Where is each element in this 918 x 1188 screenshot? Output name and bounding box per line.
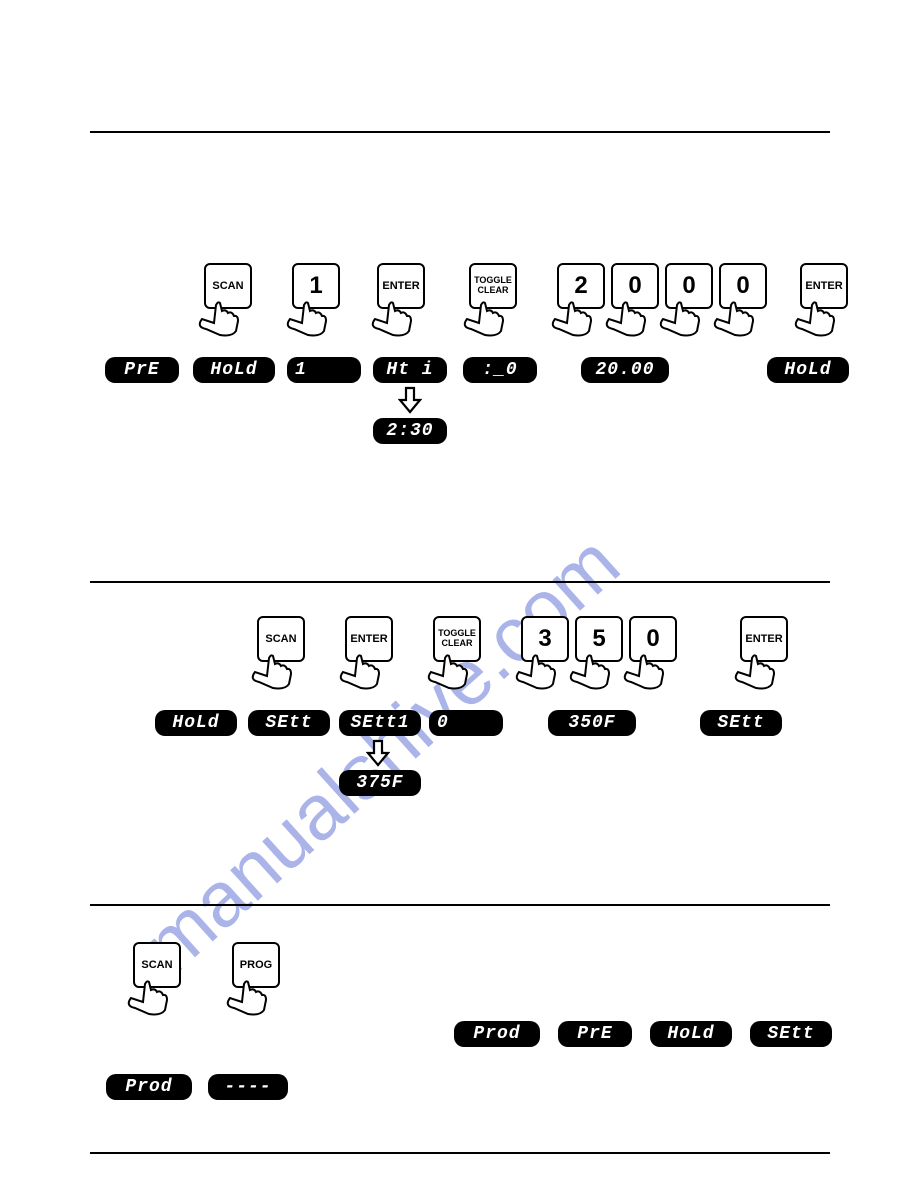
lcd-dashes: ---- [208, 1074, 288, 1100]
hand-icon [192, 299, 242, 339]
hand-icon [245, 652, 295, 692]
key-1-label: 1 [309, 272, 322, 300]
hand-icon [653, 299, 703, 339]
lcd-sett-text: SEtt [265, 712, 312, 734]
rule-2 [90, 581, 830, 583]
lcd-pre-text: PrE [577, 1023, 612, 1045]
key-0-label: 0 [628, 272, 641, 300]
lcd-prod: Prod [106, 1074, 192, 1100]
scan-label: SCAN [212, 280, 243, 292]
clear-label: CLEAR [478, 286, 509, 296]
lcd-375f: 375F [339, 770, 421, 796]
lcd-prod-text: Prod [125, 1076, 172, 1098]
hand-icon [280, 299, 330, 339]
rule-3 [90, 904, 830, 906]
lcd-pre-text: PrE [124, 359, 159, 381]
hand-icon [707, 299, 757, 339]
clear-label: CLEAR [442, 639, 473, 649]
lcd-underscore-d-text: :_0 [482, 359, 517, 381]
key-0-label: 0 [736, 272, 749, 300]
hand-icon [545, 299, 595, 339]
rule-4 [90, 1152, 830, 1154]
lcd-375f-text: 375F [356, 772, 403, 794]
hand-icon [457, 299, 507, 339]
arrow-down-icon [398, 386, 422, 414]
hand-icon [728, 652, 778, 692]
lcd-underscore-d: :_0 [463, 357, 537, 383]
lcd-one: 1 [287, 357, 361, 383]
hand-icon [121, 978, 171, 1018]
lcd-sett1: SEtt1 [339, 710, 421, 736]
hand-icon [509, 652, 559, 692]
lcd-two-thirty: 2:30 [373, 418, 447, 444]
lcd-hti: Ht i [373, 357, 447, 383]
lcd-dashes-text: ---- [224, 1076, 271, 1098]
enter-label: ENTER [805, 280, 842, 292]
lcd-hti-text: Ht i [386, 359, 433, 381]
lcd-350f-text: 350F [568, 712, 615, 734]
key-0-label: 0 [682, 272, 695, 300]
key-5-label: 5 [592, 625, 605, 653]
lcd-zero: 0 [429, 710, 503, 736]
lcd-hold-text: HoLd [784, 359, 831, 381]
lcd-pre: PrE [105, 357, 179, 383]
lcd-hold: HoLd [650, 1021, 732, 1047]
key-0-label: 0 [646, 625, 659, 653]
lcd-hold: HoLd [767, 357, 849, 383]
lcd-hold: HoLd [193, 357, 275, 383]
enter-label: ENTER [350, 633, 387, 645]
rule-1 [90, 131, 830, 133]
lcd-twenty: 20.00 [581, 357, 669, 383]
enter-label: ENTER [745, 633, 782, 645]
page: manualshive.com SCAN 1 ENTER TOGGLE CLEA… [0, 0, 918, 1188]
lcd-prod-text: Prod [473, 1023, 520, 1045]
lcd-hold: HoLd [155, 710, 237, 736]
lcd-zero-text: 0 [437, 712, 449, 734]
hand-icon [599, 299, 649, 339]
scan-label: SCAN [141, 959, 172, 971]
lcd-hold-text: HoLd [667, 1023, 714, 1045]
lcd-hold-text: HoLd [210, 359, 257, 381]
prog-label: PROG [240, 959, 272, 971]
lcd-sett-text: SEtt [717, 712, 764, 734]
hand-icon [220, 978, 270, 1018]
key-3-label: 3 [538, 625, 551, 653]
lcd-sett: SEtt [750, 1021, 832, 1047]
hand-icon [563, 652, 613, 692]
lcd-prod: Prod [454, 1021, 540, 1047]
key-2-label: 2 [574, 272, 587, 300]
lcd-twenty-text: 20.00 [595, 359, 654, 381]
lcd-pre: PrE [558, 1021, 632, 1047]
lcd-350f: 350F [548, 710, 636, 736]
hand-icon [788, 299, 838, 339]
lcd-two-thirty-text: 2:30 [386, 420, 433, 442]
enter-label: ENTER [382, 280, 419, 292]
hand-icon [617, 652, 667, 692]
arrow-down-icon [366, 739, 390, 767]
lcd-sett-text: SEtt [767, 1023, 814, 1045]
lcd-sett: SEtt [700, 710, 782, 736]
lcd-sett1-text: SEtt1 [350, 712, 409, 734]
lcd-one-text: 1 [295, 359, 307, 381]
scan-label: SCAN [265, 633, 296, 645]
hand-icon [365, 299, 415, 339]
lcd-hold-text: HoLd [172, 712, 219, 734]
lcd-sett: SEtt [248, 710, 330, 736]
hand-icon [421, 652, 471, 692]
hand-icon [333, 652, 383, 692]
